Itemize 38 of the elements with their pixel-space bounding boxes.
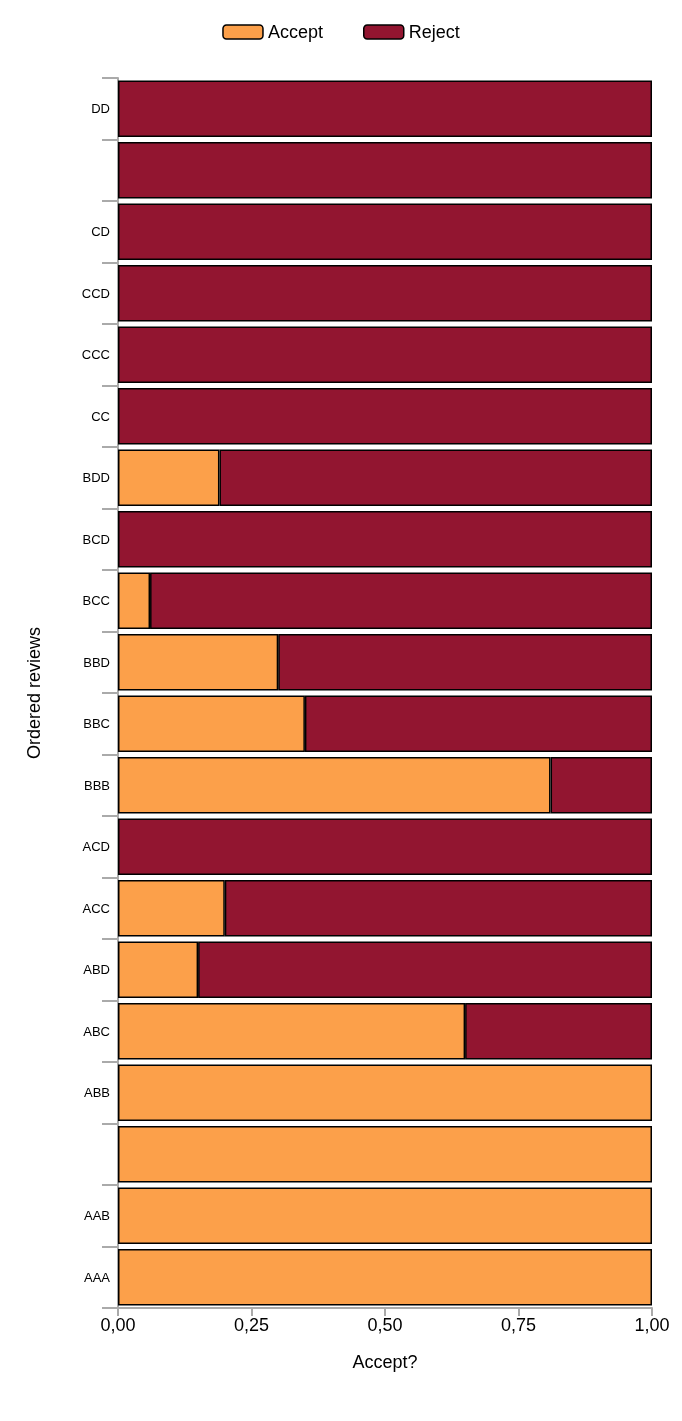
x-tick-label: 0,50	[367, 1315, 403, 1335]
bar	[118, 510, 652, 568]
y-tick-label: DD	[91, 101, 110, 117]
y-tick-label: BCC	[82, 593, 110, 609]
y-tick-label: CC	[91, 408, 110, 424]
y-tick-label: ACD	[82, 839, 110, 855]
bar	[118, 1125, 652, 1183]
bar	[118, 818, 652, 876]
bar	[118, 1064, 652, 1122]
y-tick-label: AAB	[83, 1208, 110, 1224]
y-tick-label: BBD	[83, 654, 110, 670]
y-tick-label: ABD	[83, 962, 110, 978]
y-tick-label: BBB	[83, 777, 110, 793]
bar	[118, 264, 652, 322]
y-tick-label: CCD	[81, 285, 110, 301]
y-tick-label: ABB	[83, 1085, 110, 1101]
legend-label: Reject	[408, 22, 460, 42]
bar	[118, 1187, 652, 1245]
y-tick-label: ABC	[83, 1023, 110, 1039]
x-axis-title: Accept?	[352, 1352, 418, 1372]
bar	[118, 387, 652, 445]
x-tick-label: 0,75	[500, 1315, 537, 1335]
y-tick-label: AAA	[83, 1269, 111, 1285]
y-tick-label: BBC	[83, 716, 110, 732]
y-tick-label: BDD	[82, 470, 110, 486]
x-tick-label: 0,00	[100, 1315, 136, 1335]
x-tick-label: 0,25	[233, 1315, 270, 1335]
bar	[118, 326, 652, 384]
x-tick-label: 1,00	[634, 1315, 670, 1335]
y-tick-label: CCC	[81, 347, 110, 363]
y-tick-label: BCD	[82, 531, 110, 547]
y-tick-label: ACC	[82, 900, 110, 916]
bar	[118, 80, 652, 138]
legend-label: Accept	[267, 22, 324, 42]
bar	[118, 203, 652, 261]
y-axis-title: Ordered reviews	[24, 626, 44, 760]
y-tick-label: CD	[91, 224, 110, 240]
bar	[118, 141, 652, 199]
